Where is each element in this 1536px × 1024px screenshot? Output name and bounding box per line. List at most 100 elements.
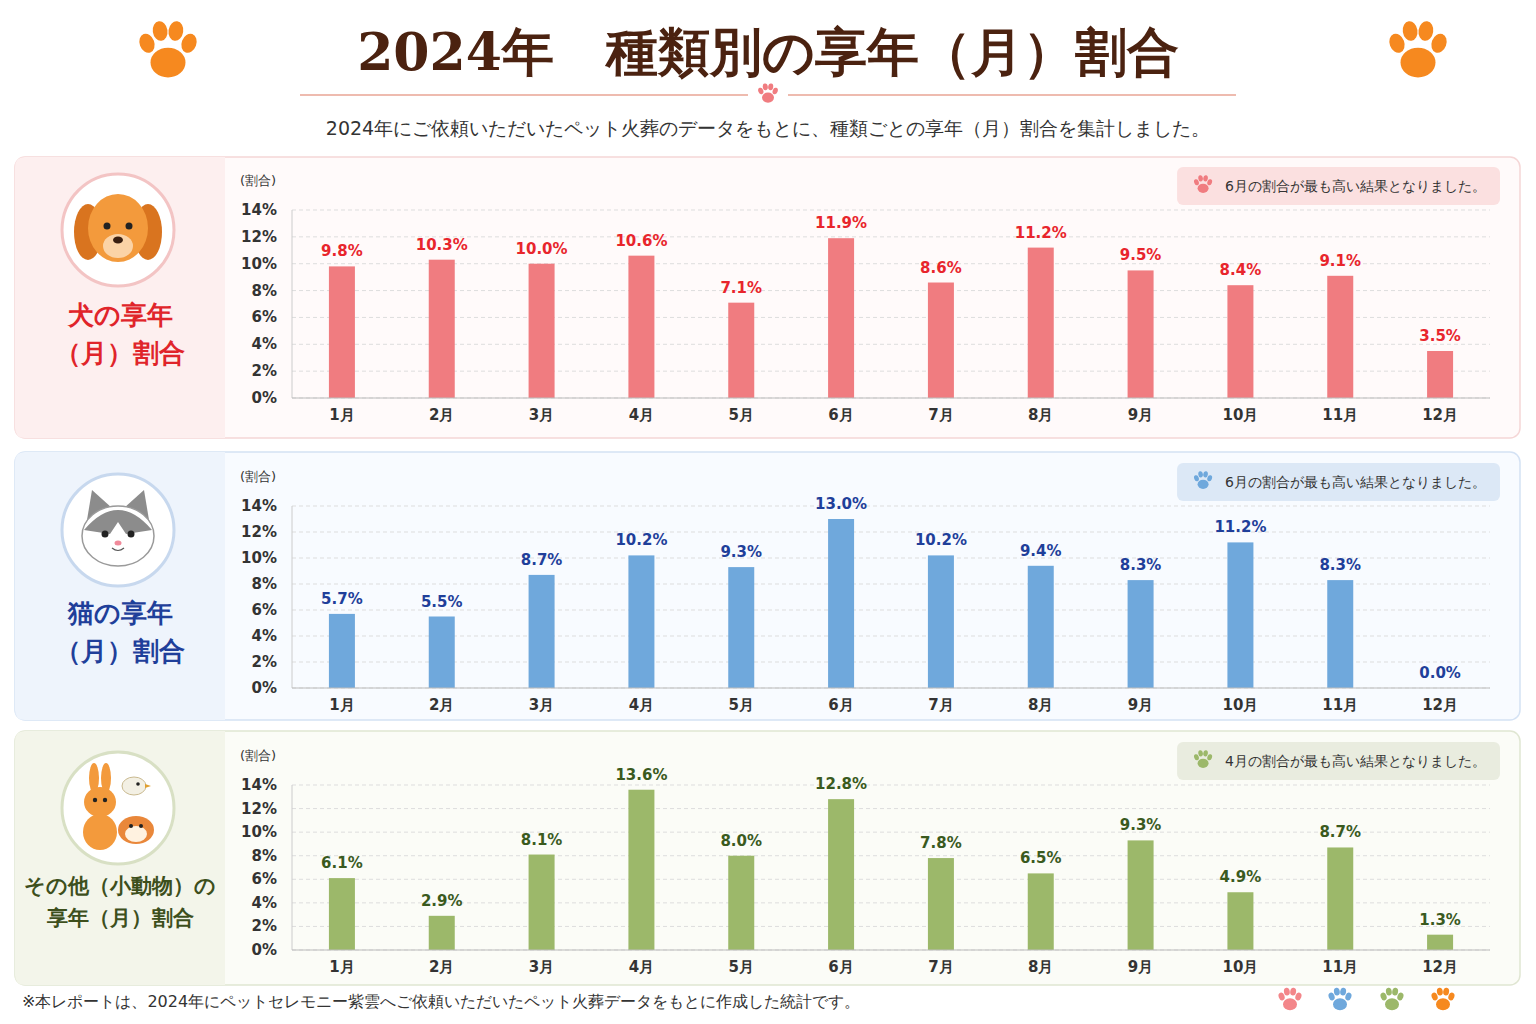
annotation-text: 6月の割合が最も高い結果となりました。 [1225, 474, 1486, 490]
y-axis [292, 210, 293, 398]
paw-toe [1333, 987, 1340, 996]
bar [1028, 248, 1054, 398]
data-label: 8.0% [720, 832, 762, 850]
grid-line [292, 636, 1490, 637]
data-label: 7.1% [720, 279, 762, 297]
grid-line [292, 558, 1490, 559]
paw-icon [1193, 471, 1213, 489]
bar [1128, 840, 1154, 950]
annotation-box [1177, 167, 1500, 205]
paw-icon [1387, 20, 1450, 77]
bar [1128, 270, 1154, 398]
bar [429, 617, 455, 689]
data-label: 11.9% [815, 214, 867, 232]
panel-side [15, 157, 225, 438]
data-label: 10.3% [416, 236, 468, 254]
category-label: 2月 [429, 406, 454, 424]
paw-toe [1206, 754, 1212, 761]
tick-label: 8% [252, 575, 277, 593]
category-label: 2月 [429, 958, 454, 976]
bar [828, 238, 854, 398]
data-label: 8.7% [1319, 823, 1361, 841]
dog-eye [126, 223, 133, 230]
bird-body [122, 777, 146, 795]
category-label: 8月 [1028, 406, 1053, 424]
data-label: 9.5% [1120, 246, 1162, 264]
data-label: 8.1% [521, 831, 563, 849]
bar [1128, 580, 1154, 688]
paw-pad [1333, 998, 1347, 1010]
category-label: 9月 [1128, 696, 1153, 714]
bar [529, 575, 555, 688]
cat-eye [102, 531, 109, 538]
category-label: 6月 [828, 958, 853, 976]
paw-toe [151, 20, 168, 41]
paw-pad [1401, 48, 1436, 78]
data-label: 4.9% [1220, 868, 1262, 886]
data-label: 9.3% [720, 543, 762, 561]
chart-panel: 猫の享年（月）割合(割合)0%2%4%6%8%10%12%14%5.7%5.5%… [15, 452, 1520, 720]
data-label: 8.6% [920, 259, 962, 277]
paw-pad [1283, 998, 1297, 1010]
data-label: 8.3% [1319, 556, 1361, 574]
grid-line [292, 210, 1490, 211]
bar [429, 916, 455, 950]
category-label: 10月 [1222, 958, 1258, 976]
title-line: 猫の享年 [67, 598, 173, 628]
grid-line [292, 236, 1490, 237]
dog-snout [103, 234, 133, 258]
bar [628, 790, 654, 950]
dog-eye [104, 223, 111, 230]
data-label: 6.1% [321, 854, 363, 872]
tick-label: 8% [252, 282, 277, 300]
bars [329, 238, 1453, 398]
tick-label: 6% [252, 870, 277, 888]
tick-label: 0% [252, 679, 277, 697]
bar [529, 264, 555, 398]
data-label: 11.2% [1015, 224, 1067, 242]
paw-toe [1203, 471, 1208, 478]
bar [628, 555, 654, 688]
category-label: 11月 [1322, 696, 1358, 714]
rabbit-body [83, 814, 117, 850]
data-label: 10.6% [615, 232, 667, 250]
bar [1327, 847, 1353, 950]
category-label: 3月 [529, 958, 554, 976]
annotation-box [1177, 742, 1500, 780]
bars [329, 790, 1453, 950]
paw-toe [1203, 175, 1208, 182]
tick-label: 0% [252, 941, 277, 959]
bar [1227, 285, 1253, 398]
tick-label: 4% [252, 335, 277, 353]
grid-line [292, 532, 1490, 533]
category-label: 7月 [928, 696, 953, 714]
icon-ring [62, 474, 174, 586]
footer: ※本レポートは、2024年にペットセレモニー紫雲へご依頼いただいたペット火葬デー… [22, 987, 1456, 1011]
category-label: 4月 [629, 696, 654, 714]
paw-toe [1198, 750, 1203, 757]
bars [329, 519, 1353, 688]
data-label: 13.6% [615, 766, 667, 784]
bar [728, 303, 754, 398]
tick-label: 12% [241, 228, 277, 246]
data-label: 1.3% [1419, 911, 1461, 929]
bar [529, 855, 555, 950]
grid-line [292, 855, 1490, 856]
annotation: 4月の割合が最も高い結果となりました。 [1177, 742, 1500, 780]
bird-eye [136, 782, 140, 786]
axis-title: (割合) [240, 748, 276, 763]
paw-toe [1294, 992, 1302, 1001]
y-axis [292, 506, 293, 688]
grid-line [292, 263, 1490, 264]
grid-line [292, 317, 1490, 318]
category-label: 11月 [1322, 406, 1358, 424]
x-axis [292, 397, 1490, 398]
panel-side [15, 452, 225, 720]
bar [329, 614, 355, 688]
paw-icon [1379, 987, 1404, 1010]
tick-label: 4% [252, 627, 277, 645]
tick-label: 0% [252, 389, 277, 407]
grid-line [292, 950, 1490, 951]
grid-line [292, 506, 1490, 507]
paw-icon [1277, 987, 1302, 1010]
